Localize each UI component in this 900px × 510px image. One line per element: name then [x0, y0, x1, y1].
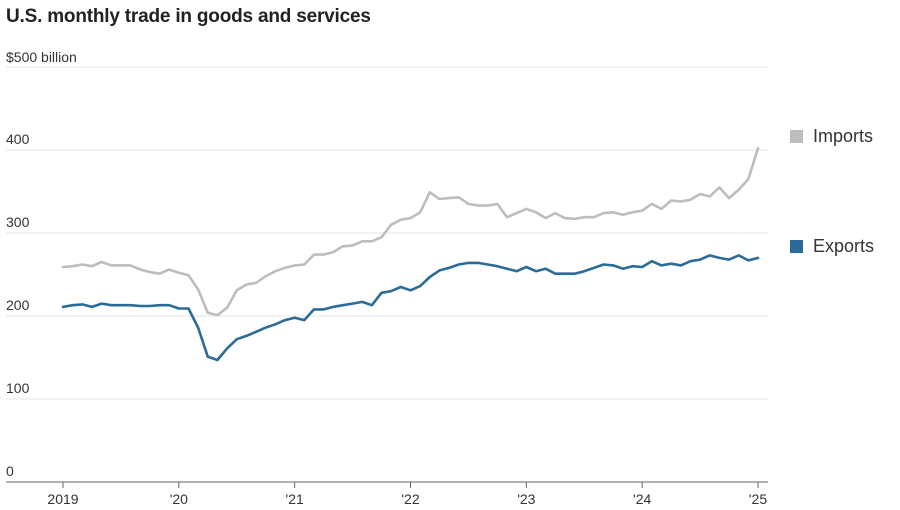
axis-ticks: $500 billion 0 100 200 300 400 2019 '20 '21 '22 '2…	[6, 49, 767, 507]
y-tick-label: 400	[6, 131, 30, 147]
legend-swatch-imports	[790, 130, 803, 143]
x-tick-label: '21	[286, 491, 304, 507]
y-tick-label: 0	[6, 463, 14, 479]
series-lines	[61, 147, 760, 362]
x-tick-label: 2019	[47, 491, 78, 507]
legend-label-imports: Imports	[813, 126, 873, 146]
grid-lines	[6, 66, 768, 483]
legend: Imports Exports	[790, 126, 874, 256]
series-line-imports	[61, 147, 760, 317]
x-tick-label: '25	[749, 491, 767, 507]
chart-title: U.S. monthly trade in goods and services	[6, 6, 371, 27]
legend-swatch-exports	[790, 240, 803, 253]
x-tick-label: '20	[170, 491, 188, 507]
x-tick-label: '24	[633, 491, 651, 507]
legend-label-exports: Exports	[813, 236, 874, 256]
x-tick-label: '23	[517, 491, 535, 507]
y-unit-label: $500 billion	[6, 49, 77, 65]
x-tick-label: '22	[401, 491, 419, 507]
y-tick-label: 100	[6, 380, 30, 396]
series-line-exports	[61, 254, 760, 362]
y-tick-label: 200	[6, 297, 30, 313]
y-tick-label: 300	[6, 214, 30, 230]
